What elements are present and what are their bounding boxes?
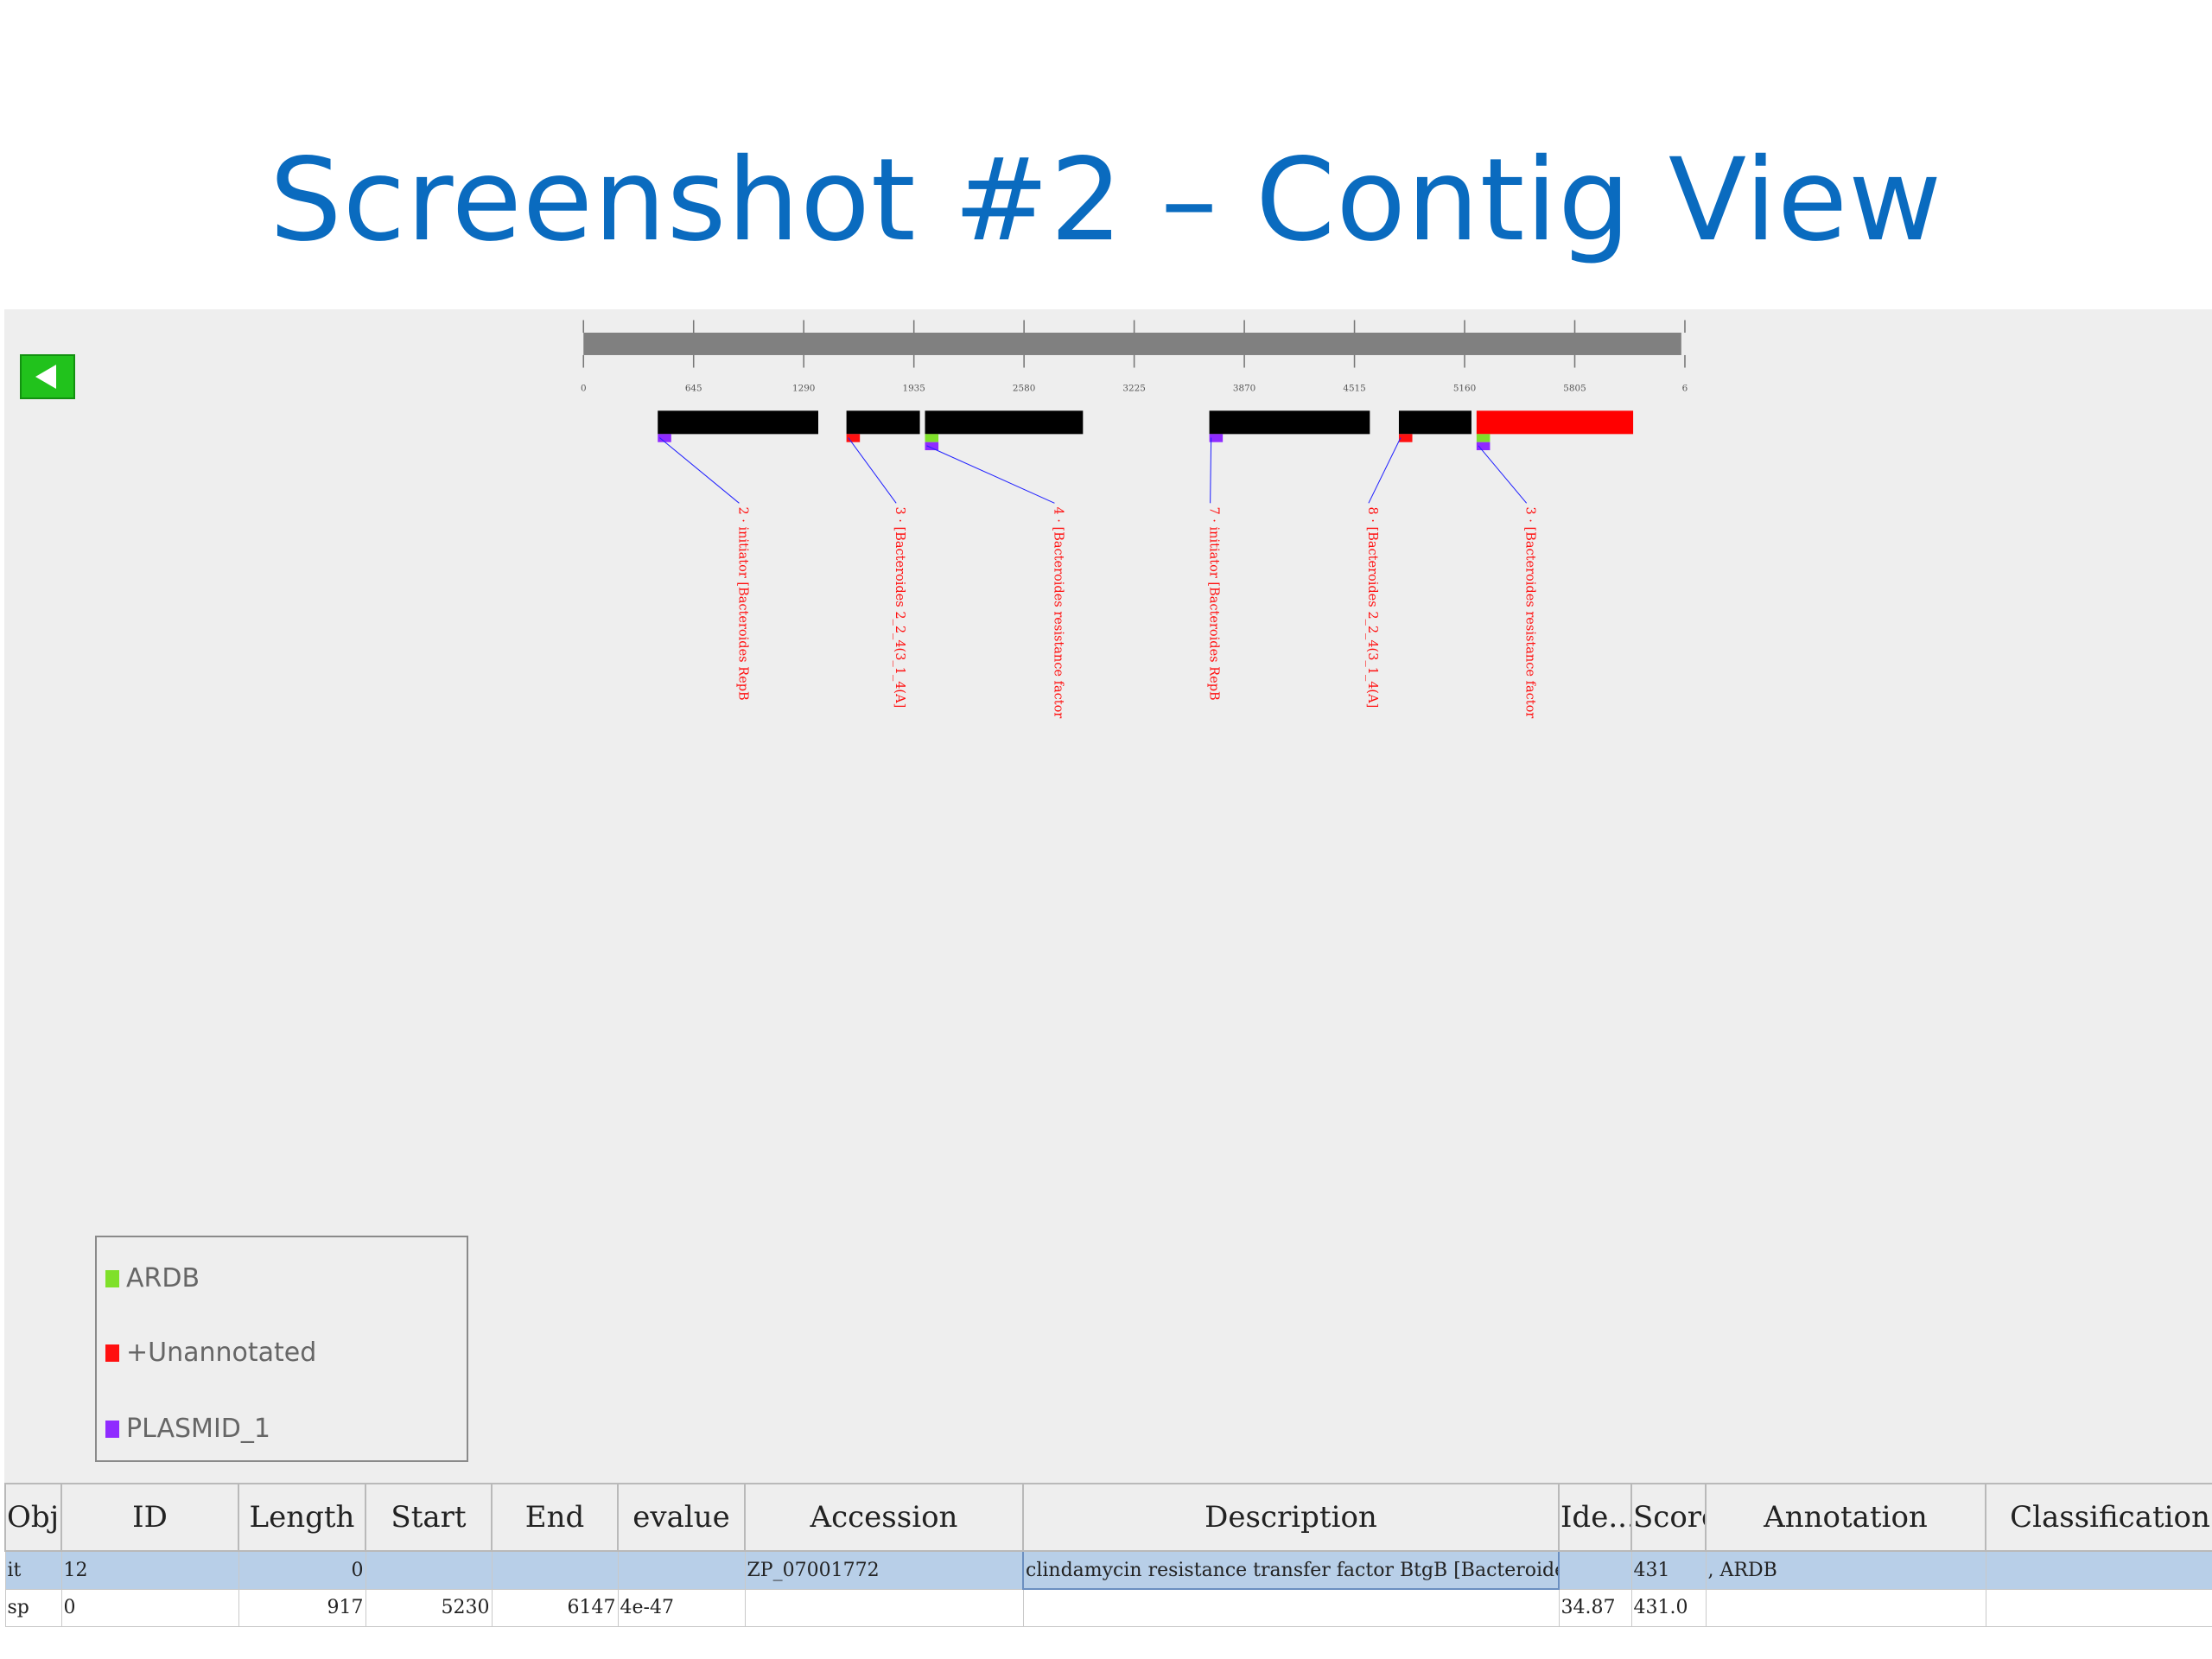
legend-label: PLASMID_1: [126, 1414, 270, 1444]
ruler-tick-label: 1290: [792, 384, 815, 394]
cell-id: 0: [60, 1588, 239, 1627]
col-header-identity[interactable]: Ide...: [1558, 1483, 1632, 1552]
cell-description: clindamycin resistance transfer factor B…: [1022, 1550, 1560, 1590]
gene-label: 3 · [Bacteroides resistance factor: [1523, 506, 1537, 718]
cell-start: 5230: [365, 1588, 493, 1627]
cell-length: 917: [238, 1588, 366, 1627]
left-arrow-icon: [35, 365, 56, 389]
gene-marker-plasmid: [1209, 434, 1224, 442]
col-header-score[interactable]: Score: [1630, 1483, 1707, 1552]
gene-block: [1209, 410, 1370, 435]
col-header-evalue[interactable]: evalue: [617, 1483, 746, 1552]
cell-end: 6147: [491, 1588, 619, 1627]
col-header-id[interactable]: ID: [60, 1483, 239, 1552]
gene-connector-line: [926, 445, 1055, 504]
gene-label: 4 · [Bacteroides resistance factor: [1051, 506, 1065, 718]
gene-marker-plasmid: [1476, 442, 1491, 451]
table-row[interactable]: it 12 0 ZP_07001772 clindamycin resistan…: [4, 1550, 2212, 1590]
gene-block: [1476, 410, 1634, 435]
gene-marker-ardb: [1476, 434, 1491, 442]
legend-item-plasmid: PLASMID_1: [105, 1414, 270, 1444]
col-header-obj[interactable]: Obj...: [4, 1483, 62, 1552]
gene-marker-unannotated: [1398, 434, 1413, 442]
col-header-length[interactable]: Length: [238, 1483, 366, 1552]
ruler-tick-label: 5160: [1453, 384, 1476, 394]
table-row[interactable]: sp 0 917 5230 6147 4e-47 34.87 431.0: [4, 1588, 2212, 1627]
cell-annotation: , ARDB: [1705, 1550, 1986, 1590]
cell-length: 0: [238, 1550, 366, 1590]
col-header-annotation[interactable]: Annotation: [1705, 1483, 1986, 1552]
cell-accession: ZP_07001772: [744, 1550, 1024, 1590]
contig-view-panel: 0 645 1290 1935 2580 3225 3870 4515 5160 5805 6 2 ·…: [4, 309, 2212, 1659]
legend-item-ardb: ARDB: [105, 1263, 200, 1294]
gene-marker-unannotated: [846, 434, 861, 442]
cell-description: [1022, 1588, 1560, 1627]
table-header-row: Obj... ID Length Start End evalue Access…: [4, 1483, 2212, 1552]
cell-identity: 34.87: [1558, 1588, 1632, 1627]
gene-connector-line: [658, 437, 740, 504]
results-table: Obj... ID Length Start End evalue Access…: [4, 1483, 2212, 1659]
contig-bar: [583, 333, 1681, 355]
gene-marker-plasmid: [925, 442, 939, 451]
gene-block: [1398, 410, 1471, 435]
cell-evalue: [617, 1550, 746, 1590]
legend-item-unannotated: +Unannotated: [105, 1338, 316, 1368]
cell-score: 431.0: [1630, 1588, 1707, 1627]
legend-swatch-plasmid: [105, 1420, 119, 1438]
back-button[interactable]: [20, 354, 75, 399]
ruler-tick-label: 6: [1682, 384, 1688, 394]
cell-accession: [744, 1588, 1024, 1627]
gene-block: [658, 410, 819, 435]
gene-label: 7 · initiator [Bacteroides RepB: [1207, 506, 1221, 700]
cell-start: [365, 1550, 493, 1590]
cell-classification: [1985, 1550, 2212, 1590]
cell-annotation: [1705, 1588, 1986, 1627]
ruler-tick-label: 645: [685, 384, 702, 394]
slide-title: Screenshot #2 – Contig View: [269, 134, 1943, 267]
legend-swatch-unannotated: [105, 1344, 119, 1362]
col-header-accession[interactable]: Accession: [744, 1483, 1024, 1552]
gene-marker-plasmid: [658, 434, 671, 442]
cell-id: 12: [60, 1550, 239, 1590]
col-header-start[interactable]: Start: [365, 1483, 493, 1552]
ruler-tick-label: 1935: [902, 384, 925, 394]
cell-obj: sp: [4, 1588, 62, 1627]
gene-connector-line: [848, 437, 897, 504]
cell-identity: [1558, 1550, 1632, 1590]
legend-label: ARDB: [126, 1263, 200, 1294]
gene-label: 2 · initiator [Bacteroides RepB: [735, 506, 749, 700]
legend-swatch-ardb: [105, 1269, 119, 1287]
contig-map: 0 645 1290 1935 2580 3225 3870 4515 5160 5805 6 2 ·…: [581, 320, 1688, 718]
cell-evalue: 4e-47: [617, 1588, 746, 1627]
ruler-tick-label: 3225: [1122, 384, 1145, 394]
gene-connector-line: [1478, 445, 1528, 504]
gene-label: 8 · [Bacteroides 2_2_4(3_1_4(A]: [1365, 506, 1379, 708]
ruler-tick-label: 2580: [1013, 384, 1035, 394]
gene-connector-line: [1368, 437, 1402, 504]
cell-end: [491, 1550, 619, 1590]
gene-block: [925, 410, 1084, 435]
col-header-classification[interactable]: Classification: [1985, 1483, 2212, 1552]
ruler-tick-label: 5805: [1563, 384, 1586, 394]
cell-classification: [1985, 1588, 2212, 1627]
gene-label: 3 · [Bacteroides 2_2_4(3_1_4(A]: [893, 506, 906, 708]
ruler-tick-label: 3870: [1233, 384, 1255, 394]
legend: ARDB +Unannotated PLASMID_1: [95, 1236, 468, 1462]
ruler-tick-label: 0: [581, 384, 587, 394]
cell-score: 431: [1630, 1550, 1707, 1590]
legend-label: +Unannotated: [126, 1338, 317, 1368]
ruler-tick-label: 4515: [1343, 384, 1365, 394]
gene-block: [846, 410, 920, 435]
cell-obj: it: [4, 1550, 62, 1590]
col-header-end[interactable]: End: [491, 1483, 619, 1552]
gene-marker-ardb: [925, 434, 939, 442]
col-header-description[interactable]: Description: [1022, 1483, 1560, 1552]
